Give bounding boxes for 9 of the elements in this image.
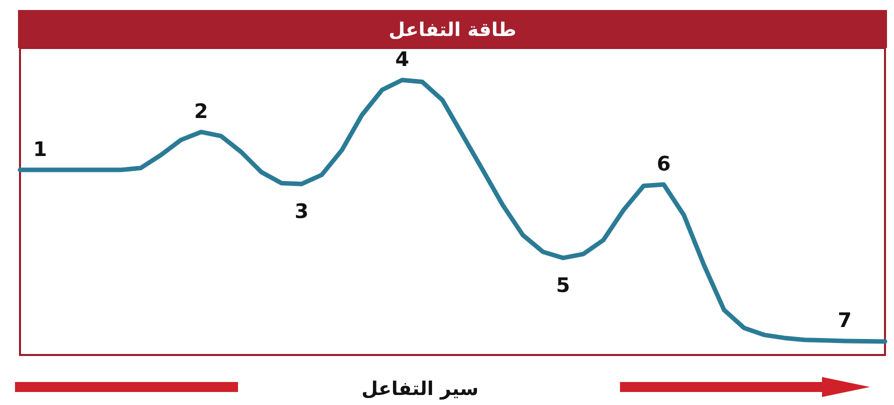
annotation: 7 bbox=[838, 308, 852, 332]
x-axis-title: سير التفاعل bbox=[361, 378, 479, 400]
annotation: 3 bbox=[294, 198, 309, 223]
annotation: 5 bbox=[556, 272, 570, 297]
chart-title: طاقة التفاعل bbox=[388, 19, 516, 41]
annotation: 1 bbox=[33, 136, 48, 161]
text: 4 bbox=[395, 47, 410, 71]
annotation: 2 bbox=[194, 98, 208, 123]
annotation: 6 bbox=[656, 152, 671, 176]
